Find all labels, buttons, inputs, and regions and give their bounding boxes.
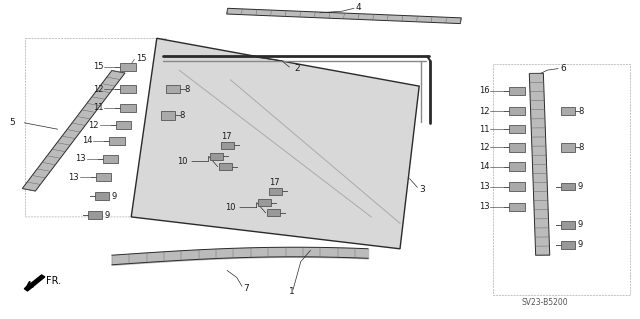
Bar <box>269 188 282 195</box>
Text: 12: 12 <box>479 143 489 152</box>
Text: 2: 2 <box>294 64 300 73</box>
Bar <box>561 183 575 190</box>
Bar <box>120 85 136 93</box>
Bar <box>116 121 131 129</box>
Text: 12: 12 <box>88 121 99 130</box>
Text: 9: 9 <box>577 220 582 229</box>
Text: 10: 10 <box>225 203 235 212</box>
Text: 17: 17 <box>269 178 280 187</box>
Text: 9: 9 <box>104 211 109 220</box>
Text: 3: 3 <box>419 185 425 194</box>
Bar <box>561 221 575 229</box>
Text: 11: 11 <box>93 103 103 112</box>
Text: 12: 12 <box>479 107 489 115</box>
Bar <box>219 163 232 170</box>
Text: 15: 15 <box>136 54 146 63</box>
Bar <box>221 142 234 149</box>
Bar <box>120 104 136 112</box>
Bar <box>103 155 118 163</box>
Polygon shape <box>131 38 419 249</box>
Bar <box>509 143 525 152</box>
Bar <box>258 199 271 206</box>
Text: SV23-B5200: SV23-B5200 <box>522 298 568 307</box>
Bar <box>509 107 525 115</box>
Text: 5: 5 <box>10 118 15 127</box>
Bar <box>509 162 525 171</box>
Text: FR.: FR. <box>46 276 61 286</box>
Bar <box>509 203 525 211</box>
Bar <box>166 85 180 93</box>
Text: 8: 8 <box>579 143 584 152</box>
Polygon shape <box>529 73 550 255</box>
Text: 13: 13 <box>76 154 86 163</box>
Bar <box>96 173 111 181</box>
Text: 9: 9 <box>112 192 117 201</box>
Text: 15: 15 <box>93 63 103 71</box>
Bar <box>509 87 525 95</box>
Text: 12: 12 <box>93 85 103 94</box>
Bar <box>88 211 102 219</box>
Text: 16: 16 <box>479 86 490 95</box>
Text: 13: 13 <box>68 173 79 182</box>
Bar <box>561 143 575 152</box>
Bar <box>509 125 525 133</box>
Text: 8: 8 <box>579 107 584 115</box>
Text: 1: 1 <box>289 287 295 296</box>
Text: 6: 6 <box>560 64 566 73</box>
Bar <box>95 192 109 200</box>
Bar <box>561 241 575 249</box>
Polygon shape <box>227 8 461 24</box>
Bar <box>210 153 223 160</box>
Text: 8: 8 <box>184 85 189 94</box>
Bar <box>509 182 525 191</box>
Text: 7: 7 <box>243 284 249 293</box>
Text: 13: 13 <box>479 202 490 211</box>
Bar <box>561 107 575 115</box>
Text: 11: 11 <box>479 125 489 134</box>
Text: 9: 9 <box>577 182 582 191</box>
Bar <box>109 137 125 145</box>
Text: 14: 14 <box>479 162 489 171</box>
Text: 17: 17 <box>221 132 232 141</box>
Text: 9: 9 <box>577 241 582 249</box>
Bar <box>267 209 280 216</box>
Text: 14: 14 <box>82 137 92 145</box>
Polygon shape <box>22 70 125 191</box>
Polygon shape <box>24 275 45 291</box>
Text: 13: 13 <box>479 182 490 191</box>
Text: 10: 10 <box>177 157 187 166</box>
Text: 4: 4 <box>355 3 361 11</box>
Text: 8: 8 <box>179 111 184 120</box>
Bar <box>120 63 136 71</box>
Bar <box>161 111 175 120</box>
